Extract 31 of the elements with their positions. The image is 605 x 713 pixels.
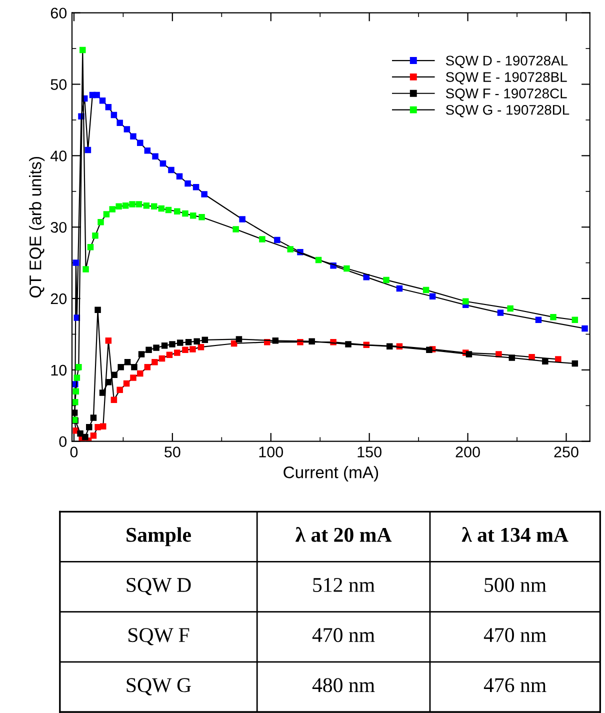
text: 470 nm <box>312 628 375 642</box>
y-tick-label: 30 <box>50 222 67 233</box>
x-tick-label: 200 <box>456 446 480 458</box>
text: Sample <box>126 527 191 546</box>
x-tick-label: 0 <box>70 446 78 458</box>
x-tick-label: 50 <box>164 446 180 458</box>
x-axis-title: Current (mA) <box>284 466 378 482</box>
text: 480 nm <box>312 678 375 692</box>
legend-label: SQW E - 190728BL <box>446 72 567 84</box>
text: 500 nm <box>484 578 546 592</box>
legend-label: SQW G - 190728DL <box>446 104 570 118</box>
text: 476 nm <box>484 678 546 692</box>
text: λ at 20 mA <box>296 527 392 542</box>
x-tick-label: 250 <box>554 446 578 458</box>
text: SQW F <box>128 628 190 646</box>
y-axis-title: QT EQE (arb units) <box>29 156 45 298</box>
text: SQW D <box>126 578 191 596</box>
y-tick-label: 50 <box>50 79 67 90</box>
text: λ at 134 mA <box>462 527 568 542</box>
text: 512 nm <box>313 578 375 592</box>
y-tick-label: 60 <box>50 8 67 19</box>
x-tick-label: 100 <box>259 446 284 458</box>
y-tick-label: 10 <box>51 364 67 376</box>
x-tick-label: 150 <box>358 446 382 458</box>
text: 470 nm <box>484 628 546 642</box>
legend-label: SQW F - 190728CL <box>446 88 567 101</box>
text: SQW G <box>126 678 191 696</box>
legend-label: SQW D - 190728AL <box>446 56 568 68</box>
y-tick-label: 0 <box>59 436 67 448</box>
y-tick-label: 20 <box>50 293 67 304</box>
y-tick-label: 40 <box>50 150 67 162</box>
